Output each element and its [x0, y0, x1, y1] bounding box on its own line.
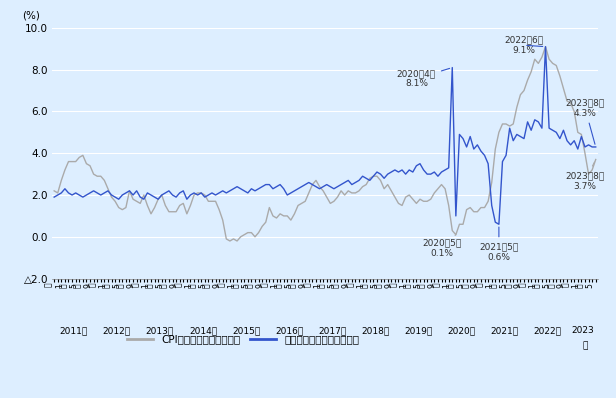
Text: 2021年5月
0.6%: 2021年5月 0.6%: [479, 227, 519, 262]
Text: 2020年: 2020年: [447, 326, 476, 335]
Text: 2021年: 2021年: [490, 326, 518, 335]
Text: 2012年: 2012年: [103, 326, 131, 335]
Text: 2019年: 2019年: [404, 326, 432, 335]
Text: 2020年4月
8.1%: 2020年4月 8.1%: [397, 68, 450, 88]
Text: 2016年: 2016年: [275, 326, 303, 335]
Text: 2014年: 2014年: [189, 326, 217, 335]
Text: 2013年: 2013年: [146, 326, 174, 335]
Text: 2017年: 2017年: [318, 326, 346, 335]
Text: 2011年: 2011年: [60, 326, 88, 335]
Text: 2022年: 2022年: [533, 326, 561, 335]
Text: 2023年8月
4.3%: 2023年8月 4.3%: [565, 98, 604, 144]
Text: (%): (%): [22, 10, 40, 20]
Text: 2022年6月
9.1%: 2022年6月 9.1%: [505, 35, 543, 55]
Text: 年: 年: [582, 341, 588, 350]
Text: 2023年8月
3.7%: 2023年8月 3.7%: [565, 162, 604, 191]
Text: 2023: 2023: [572, 326, 594, 335]
Text: 2015年: 2015年: [232, 326, 260, 335]
Legend: CPI上昇率（前年同月比）, 賃金上昇率（前年同月比）: CPI上昇率（前年同月比）, 賃金上昇率（前年同月比）: [123, 330, 364, 349]
Text: 2018年: 2018年: [361, 326, 389, 335]
Text: 2020年5月
0.1%: 2020年5月 0.1%: [422, 235, 461, 258]
